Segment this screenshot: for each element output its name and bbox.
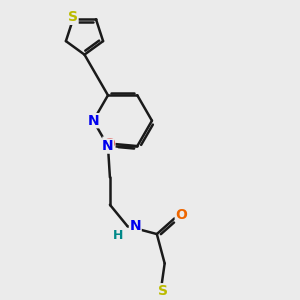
Text: S: S (158, 284, 168, 298)
Text: N: N (102, 139, 114, 153)
Text: N: N (130, 219, 141, 233)
Text: N: N (88, 114, 99, 128)
Text: O: O (175, 208, 187, 221)
Text: H: H (112, 229, 123, 242)
Text: O: O (103, 137, 115, 151)
Text: S: S (68, 10, 78, 24)
